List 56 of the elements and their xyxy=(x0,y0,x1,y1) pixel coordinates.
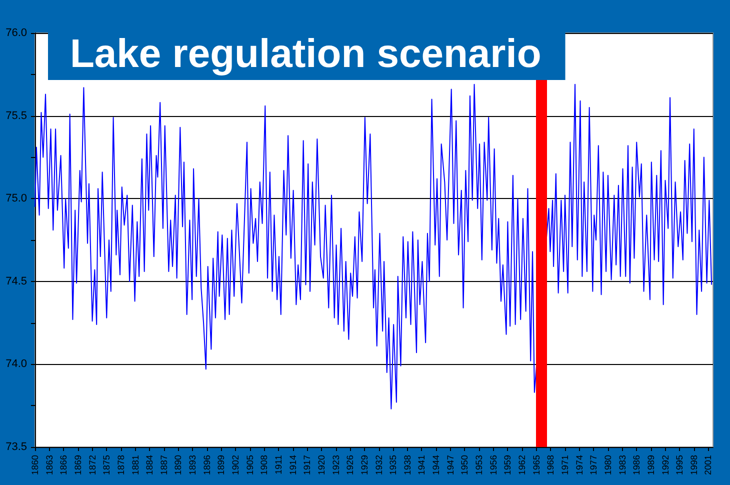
x-tick-label: 1953 xyxy=(474,455,484,476)
x-tick-label: 1938 xyxy=(402,455,412,476)
x-tick-label: 1890 xyxy=(173,455,184,476)
x-tick-label: 1860 xyxy=(30,455,40,476)
x-tick-label: 1872 xyxy=(87,455,98,476)
x-tick-label: 1932 xyxy=(374,455,384,476)
x-tick-label: 1908 xyxy=(259,455,270,476)
x-tick-label: 1968 xyxy=(546,455,556,476)
y-tick-label: 75.0 xyxy=(6,192,27,205)
x-tick-label: 1863 xyxy=(44,455,54,476)
x-tick-label: 1893 xyxy=(188,455,198,476)
x-tick-label: 1896 xyxy=(202,455,212,476)
x-tick-label: 1866 xyxy=(58,455,69,476)
x-tick-label: 1959 xyxy=(502,455,513,476)
x-tick-label: 1992 xyxy=(660,455,670,476)
x-tick-label: 1887 xyxy=(158,455,169,476)
x-tick-label: 1869 xyxy=(72,455,83,476)
x-tick-label: 1929 xyxy=(359,455,370,476)
x-tick-label: 1944 xyxy=(431,455,442,476)
x-tick-label: 1926 xyxy=(345,455,356,476)
x-tick-label: 1878 xyxy=(116,455,126,476)
x-tick-label: 1881 xyxy=(130,455,140,476)
x-tick-label: 1962 xyxy=(517,455,528,476)
y-tick-label: 74.0 xyxy=(6,358,27,370)
x-tick-label: 1899 xyxy=(216,455,226,476)
chart-title: Lake regulation scenario xyxy=(70,32,542,76)
x-tick-label: 1914 xyxy=(288,455,298,476)
y-tick-label: 76.0 xyxy=(6,27,27,39)
x-tick-label: 1995 xyxy=(674,455,685,476)
x-tick-label: 1971 xyxy=(560,455,570,476)
x-tick-label: 1986 xyxy=(632,455,642,476)
x-tick-label: 1950 xyxy=(460,455,470,476)
x-tick-label: 1983 xyxy=(617,455,628,476)
x-tick-label: 1941 xyxy=(416,455,427,476)
y-tick-label: 73.5 xyxy=(6,441,27,453)
x-tick-label: 1884 xyxy=(144,455,155,476)
x-tick-label: 1905 xyxy=(244,455,255,476)
x-tick-label: 1911 xyxy=(274,455,284,474)
x-tick-label: 1965 xyxy=(531,455,542,476)
x-tick-label: 1998 xyxy=(688,455,699,476)
x-tick-label: 1935 xyxy=(388,455,398,476)
x-tick-label: 1974 xyxy=(574,455,584,476)
x-tick-label: 1956 xyxy=(488,455,498,476)
x-tick-label: 2001 xyxy=(703,455,714,476)
y-tick-label: 75.5 xyxy=(6,110,27,122)
x-tick-label: 1947 xyxy=(445,455,456,476)
x-tick-label: 1923 xyxy=(330,455,341,476)
x-tick-label: 1980 xyxy=(602,455,613,476)
x-tick-label: 1902 xyxy=(230,455,241,476)
line-series xyxy=(34,84,712,410)
x-tick-label: 1875 xyxy=(102,455,112,476)
x-tick-label: 1977 xyxy=(588,455,599,476)
x-tick-label: 1989 xyxy=(646,455,656,476)
y-tick-label: 74.5 xyxy=(6,275,27,288)
x-tick-label: 1917 xyxy=(302,455,312,476)
x-tick-label: 1920 xyxy=(316,455,326,476)
